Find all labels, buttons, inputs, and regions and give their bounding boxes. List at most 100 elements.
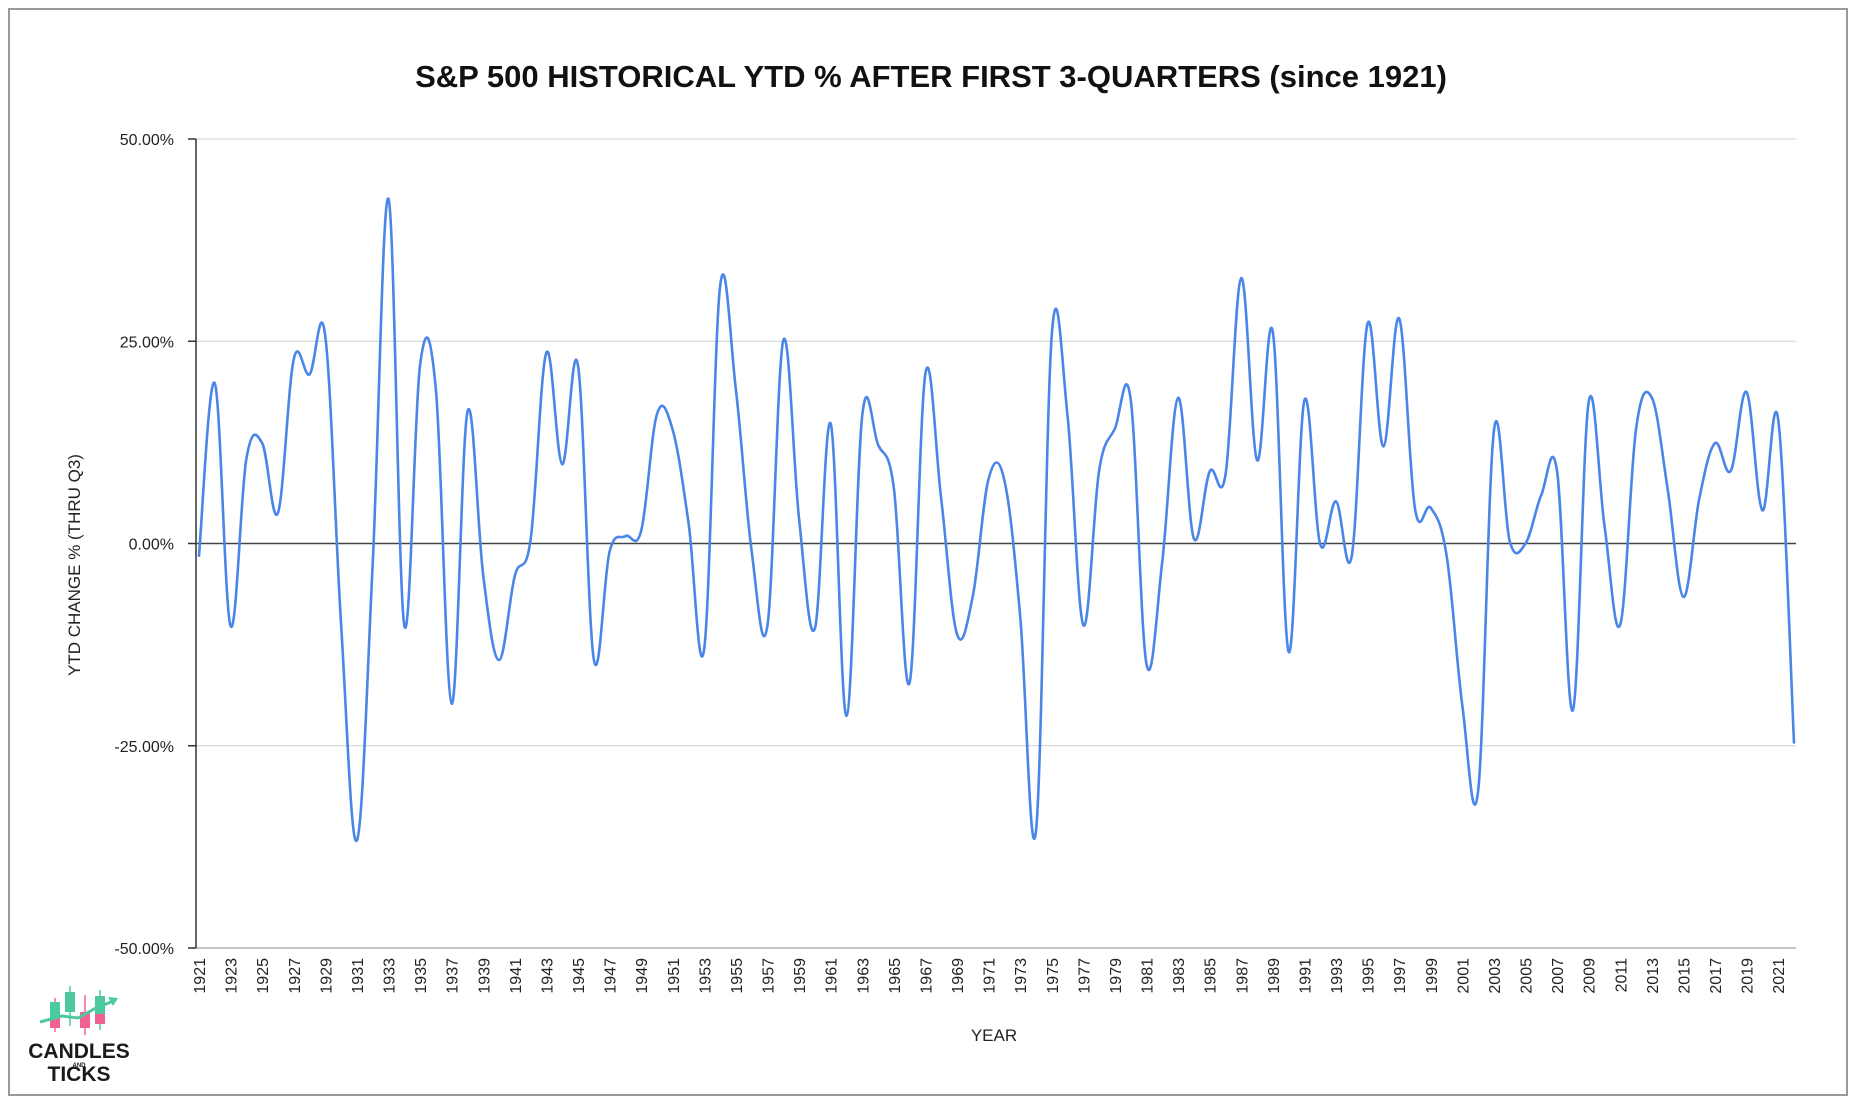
data-point xyxy=(1729,469,1733,472)
data-point xyxy=(1619,623,1622,626)
data-point xyxy=(1224,473,1227,476)
x-tick-label: 1987 xyxy=(1234,958,1251,994)
x-tick-label: 1951 xyxy=(666,958,683,994)
y-tick-label: 50.00% xyxy=(120,132,174,149)
x-tick-label: 2001 xyxy=(1455,958,1472,994)
data-point xyxy=(766,624,769,627)
data-point xyxy=(482,574,485,578)
x-tick-label: 2003 xyxy=(1487,958,1504,994)
data-point xyxy=(924,372,927,375)
x-tick-label: 1967 xyxy=(918,958,935,994)
x-tick-label: 1969 xyxy=(950,958,967,994)
y-axis-ticks: 50.00% 25.00% 0.00% -25.00% -50.00% xyxy=(114,132,196,958)
x-tick-label: 1999 xyxy=(1424,958,1441,994)
data-point xyxy=(1350,554,1354,557)
data-point xyxy=(797,518,801,521)
data-point xyxy=(750,550,753,553)
data-point xyxy=(1666,488,1669,491)
x-tick-label: 1923 xyxy=(224,958,241,994)
data-point xyxy=(1319,543,1322,546)
data-point xyxy=(734,388,738,391)
data-point xyxy=(1571,708,1575,712)
x-tick-label: 1931 xyxy=(350,958,367,994)
data-point xyxy=(1050,333,1053,336)
data-point xyxy=(592,657,596,661)
data-point xyxy=(418,363,422,366)
data-point xyxy=(940,497,943,501)
x-tick-label: 2015 xyxy=(1676,958,1693,994)
x-tick-label: 1971 xyxy=(982,958,999,994)
data-point xyxy=(324,335,327,338)
x-tick-label: 1925 xyxy=(255,958,272,994)
data-point xyxy=(845,714,848,718)
x-tick-label: 1955 xyxy=(729,958,746,994)
data-point xyxy=(245,457,248,460)
x-tick-label: 2009 xyxy=(1582,958,1599,994)
candlestick-icon xyxy=(39,986,118,1035)
x-tick-label: 1939 xyxy=(476,958,493,994)
data-point xyxy=(1003,479,1006,482)
x-tick-label: 1935 xyxy=(413,958,430,994)
data-point xyxy=(655,412,659,416)
data-point xyxy=(782,339,785,342)
y-tick-label: 0.00% xyxy=(129,537,174,554)
y-axis-label: YTD CHANGE % (THRU Q3) xyxy=(65,454,84,676)
data-point xyxy=(1208,470,1211,473)
x-tick-label: 2019 xyxy=(1740,958,1757,994)
x-tick-label: 1985 xyxy=(1203,958,1220,994)
data-point xyxy=(308,373,311,376)
data-point xyxy=(576,364,580,367)
data-point xyxy=(1682,595,1685,599)
data-point xyxy=(813,627,817,630)
data-point xyxy=(1145,662,1148,666)
data-point xyxy=(1603,524,1606,527)
x-tick-label: 1981 xyxy=(1140,958,1157,994)
x-tick-label: 2021 xyxy=(1771,958,1788,994)
x-tick-label: 1959 xyxy=(792,958,809,994)
x-tick-label: 2007 xyxy=(1550,958,1567,994)
data-point xyxy=(1113,427,1117,430)
x-tick-label: 1933 xyxy=(382,958,399,994)
data-point xyxy=(1240,276,1243,280)
x-axis-label: YEAR xyxy=(971,1026,1017,1045)
data-point xyxy=(892,487,896,490)
x-tick-label: 2011 xyxy=(1613,958,1630,993)
grid xyxy=(196,138,1796,949)
data-point xyxy=(197,554,201,557)
logo-text-and: AND xyxy=(73,1063,87,1069)
data-point xyxy=(1792,741,1796,744)
data-point xyxy=(229,624,232,628)
chart-title: S&P 500 HISTORICAL YTD % AFTER FIRST 3-Q… xyxy=(415,59,1447,94)
x-tick-label: 1989 xyxy=(1266,958,1283,994)
data-point xyxy=(1634,427,1638,430)
data-point xyxy=(1161,560,1164,563)
data-point xyxy=(1698,497,1701,501)
chart-frame xyxy=(8,8,1848,1096)
data-point xyxy=(861,413,864,417)
data-point xyxy=(1650,396,1654,400)
data-point xyxy=(434,388,438,391)
x-tick-label: 2017 xyxy=(1708,958,1725,994)
data-point xyxy=(466,410,469,413)
data-point xyxy=(1097,469,1101,472)
x-tick-label: 1983 xyxy=(1171,958,1188,994)
x-tick-label: 1961 xyxy=(824,958,841,994)
data-point xyxy=(1192,537,1196,540)
x-tick-label: 1993 xyxy=(1329,958,1346,994)
y-tick-label: 25.00% xyxy=(120,334,174,351)
x-tick-label: 1979 xyxy=(1108,958,1125,994)
data-point xyxy=(624,535,627,538)
data-point xyxy=(213,382,216,385)
data-point xyxy=(1018,615,1022,618)
logo-text-candles: CANDLES xyxy=(28,1040,130,1063)
data-point xyxy=(1066,415,1069,418)
data-points xyxy=(197,197,1796,842)
x-tick-label: 2013 xyxy=(1645,958,1662,994)
data-point xyxy=(545,351,548,354)
x-tick-label: 1943 xyxy=(539,958,556,994)
x-tick-label: 1937 xyxy=(445,958,462,994)
data-point xyxy=(955,632,959,636)
data-point xyxy=(1713,441,1717,445)
data-point xyxy=(371,562,374,565)
